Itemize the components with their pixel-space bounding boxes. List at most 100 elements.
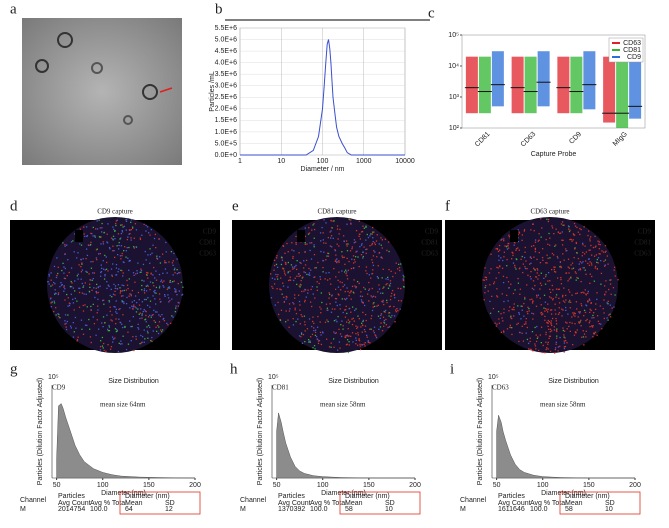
speckle [575,332,577,334]
speckle [108,285,110,288]
speckle [535,334,537,336]
speckle [381,239,384,241]
speckle [72,287,74,289]
speckle [590,309,592,312]
y-tick-label: 5.0E+5 [215,140,237,147]
speckle [566,322,568,324]
speckle [503,238,505,240]
speckle [558,302,561,304]
speckle [339,281,341,283]
speckle [64,299,66,301]
table-header: Avg % Total [90,500,127,507]
speckle [356,327,358,330]
speckle [383,321,385,323]
speckle [306,273,308,276]
speckle [549,291,552,294]
speckle [98,219,100,221]
speckle [540,272,542,274]
speckle [122,326,124,329]
speckle [141,317,143,319]
speckle [304,264,307,266]
speckle [371,296,373,298]
speckle [316,286,318,288]
speckle [115,263,118,266]
speckle [148,326,151,329]
speckle [177,272,180,274]
speckle [112,245,114,247]
speckle [99,227,101,229]
speckle [558,307,560,309]
strip-spread [629,56,642,119]
speckle [567,266,569,268]
speckle [335,332,337,334]
speckle [171,315,173,317]
speckle [326,307,329,309]
speckle [147,232,150,234]
speckle [130,219,133,221]
speckle [503,308,505,310]
speckle [299,283,302,285]
speckle [143,292,146,294]
speckle [329,245,332,247]
speckle [294,294,296,296]
speckle [77,336,79,338]
speckle [506,294,508,297]
speckle [156,330,158,333]
speckle [550,313,553,315]
speckle [536,325,538,328]
speckle [386,249,388,252]
speckle [576,226,578,229]
speckle [328,293,331,296]
speckle [572,344,574,346]
speckle [123,289,125,292]
speckle [283,296,285,298]
speckle [139,237,141,239]
speckle [344,316,347,318]
speckle [544,352,546,354]
speckle [304,299,306,302]
speckle [273,259,276,262]
speckle [378,284,380,286]
speckle [331,294,333,296]
speckle [313,322,315,324]
speckle [366,248,368,250]
speckle [351,247,353,250]
speckle [382,287,384,290]
speckle [172,316,174,318]
speckle [367,236,370,239]
speckle [506,248,509,250]
speckle [562,224,564,226]
distribution-area [56,403,196,479]
speckle [332,338,335,340]
speckle [140,271,142,274]
speckle [66,244,68,246]
speckle [563,224,565,226]
speckle [335,298,338,300]
speckle [552,299,554,301]
speckle [112,226,114,228]
speckle [88,273,90,275]
speckle [573,234,576,236]
speckle [125,256,127,258]
speckle [345,243,348,245]
speckle [580,303,582,305]
speckle [364,342,366,344]
speckle [70,267,73,269]
speckle [99,275,102,277]
speckle [354,256,357,258]
speckle [576,329,578,331]
speckle [366,233,368,236]
speckle [541,227,543,229]
speckle [527,306,529,308]
speckle [365,319,367,322]
speckle [344,271,346,273]
speckle [336,261,338,264]
speckle [522,271,524,274]
speckle [100,231,103,233]
speckle [567,280,569,282]
speckle [332,220,334,222]
speckle [556,328,558,330]
speckle [583,309,586,312]
speckle [63,277,66,279]
speckle [344,290,346,293]
